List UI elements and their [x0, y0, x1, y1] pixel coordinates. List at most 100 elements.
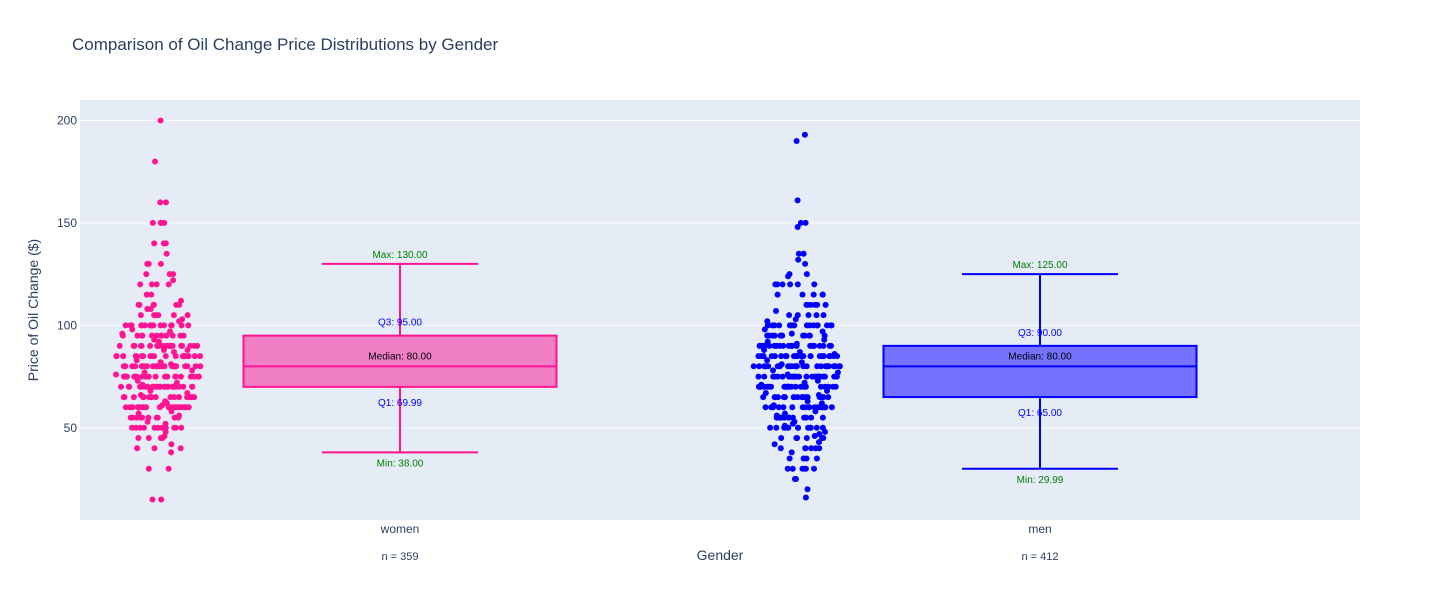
data-point — [158, 219, 165, 226]
data-point — [764, 357, 771, 364]
data-point — [168, 322, 175, 329]
data-point — [793, 476, 799, 482]
data-point — [788, 449, 795, 456]
data-point — [143, 291, 150, 298]
data-point — [756, 363, 763, 370]
q3-label-men: Q3: 90.00 — [1018, 328, 1062, 339]
data-point — [781, 414, 788, 421]
data-point — [197, 363, 204, 370]
data-point — [185, 322, 192, 329]
data-point — [825, 394, 832, 401]
points-men — [750, 131, 843, 501]
data-point — [139, 332, 145, 339]
data-point — [119, 332, 126, 339]
data-point — [771, 441, 778, 448]
data-point — [779, 373, 786, 380]
data-point — [773, 308, 779, 314]
data-point — [162, 353, 169, 360]
data-point — [786, 455, 793, 462]
data-point — [807, 342, 814, 349]
data-point — [195, 373, 202, 380]
data-point — [801, 414, 808, 421]
data-point — [135, 301, 142, 308]
chart-title: Comparison of Oil Change Price Distribut… — [72, 35, 498, 54]
data-point — [773, 424, 780, 431]
series-men: men n = 412 Max: 125.00 Q3: 90.00 Median: 80… — [750, 131, 1198, 563]
data-point — [830, 363, 837, 370]
data-point — [760, 394, 767, 401]
data-point — [152, 394, 159, 401]
data-point — [168, 441, 175, 448]
data-point — [819, 435, 826, 441]
data-point — [176, 383, 183, 390]
data-point — [169, 332, 176, 339]
data-point — [771, 322, 778, 329]
data-point — [807, 353, 814, 360]
data-point — [786, 322, 793, 329]
data-point — [795, 250, 802, 257]
data-point — [826, 353, 833, 360]
data-point — [811, 433, 818, 439]
data-point — [145, 435, 152, 441]
data-point — [173, 404, 180, 411]
data-point — [774, 373, 781, 380]
data-point — [179, 353, 186, 360]
data-point — [144, 418, 151, 425]
data-point — [760, 353, 767, 360]
data-point — [771, 394, 778, 401]
data-point — [184, 347, 191, 353]
data-point — [750, 363, 757, 370]
data-point — [177, 373, 184, 380]
data-point — [817, 363, 824, 370]
data-point — [788, 330, 795, 337]
data-point — [789, 465, 796, 472]
data-point — [163, 332, 170, 339]
data-point — [113, 371, 119, 378]
data-point — [807, 424, 814, 431]
data-point — [168, 449, 175, 456]
data-point — [787, 281, 794, 288]
min-label-men: Min: 29.99 — [1017, 475, 1064, 486]
data-point — [168, 408, 175, 415]
data-point — [778, 353, 785, 360]
data-point — [113, 353, 120, 360]
chart-marks: women n = 359 Max: 130.00 Q3: 95.00 Median: … — [113, 117, 1198, 563]
data-point — [776, 363, 783, 370]
points-women — [113, 117, 204, 503]
data-point — [180, 332, 187, 339]
data-point — [803, 373, 810, 380]
data-point — [148, 281, 155, 288]
data-point — [170, 312, 177, 319]
data-point — [794, 435, 801, 441]
data-point — [772, 281, 779, 288]
data-point — [153, 363, 160, 370]
data-point — [755, 353, 762, 360]
data-point — [800, 353, 807, 360]
data-point — [151, 312, 158, 319]
data-point — [785, 273, 792, 280]
data-point — [135, 435, 142, 441]
data-point — [778, 435, 785, 441]
data-point — [153, 281, 160, 288]
data-point — [134, 377, 141, 384]
data-point — [178, 424, 185, 431]
data-point — [164, 383, 171, 390]
q1-label-men: Q1: 65.00 — [1018, 408, 1062, 419]
data-point — [168, 342, 175, 349]
data-point — [151, 336, 158, 343]
data-point — [145, 465, 152, 472]
data-point — [168, 404, 175, 411]
data-point — [810, 291, 817, 298]
n-count-women: n = 359 — [381, 551, 418, 563]
data-point — [755, 373, 762, 380]
data-point — [794, 394, 801, 401]
data-point — [779, 281, 786, 288]
data-point — [814, 301, 821, 308]
data-point — [158, 496, 165, 503]
data-point — [780, 342, 787, 349]
data-point — [767, 424, 774, 431]
data-point — [149, 353, 156, 360]
median-label-men: Median: 80.00 — [1008, 351, 1072, 362]
data-point — [120, 353, 127, 360]
data-point — [163, 199, 169, 206]
